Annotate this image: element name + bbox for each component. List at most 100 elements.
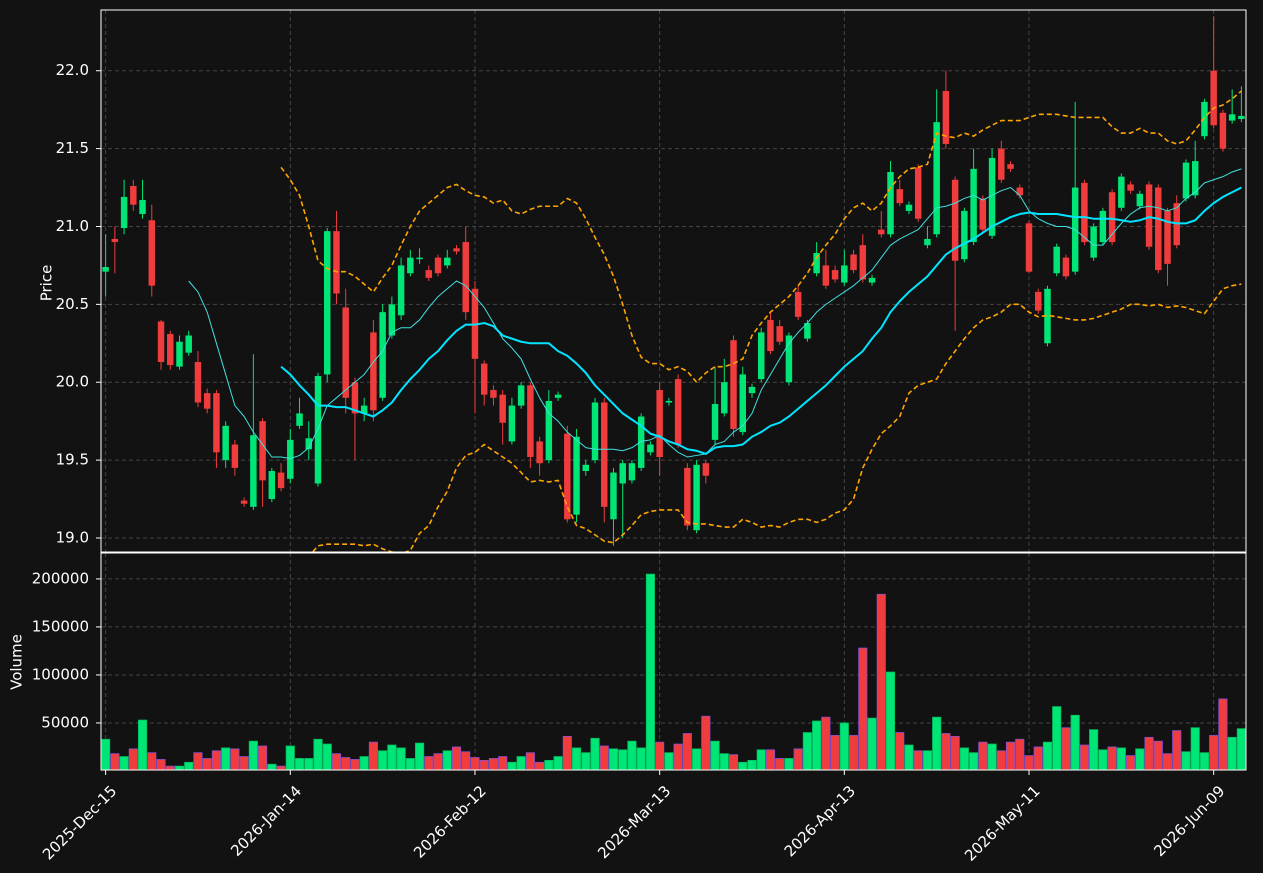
volume-bar (1098, 749, 1108, 771)
volume-bar (655, 741, 665, 771)
volume-bar (941, 733, 951, 771)
candle-body (721, 382, 728, 414)
candle-body (102, 266, 109, 272)
candle-body (610, 472, 617, 520)
volume-bar (867, 717, 877, 771)
volume-bar (1236, 728, 1246, 771)
volume-bar (1015, 738, 1025, 771)
volume-bar (682, 733, 692, 771)
volume-bar (516, 756, 526, 771)
volume-bar (590, 737, 600, 771)
candle-body (277, 472, 285, 489)
candle-body (711, 404, 719, 440)
candle-body (619, 463, 626, 484)
volume-bar (433, 753, 443, 771)
candle-body (924, 238, 931, 246)
volume-bar (849, 735, 859, 771)
volume-bar (996, 750, 1006, 771)
volume-bar (922, 750, 932, 771)
volume-bar (692, 748, 702, 771)
candle-body (222, 425, 229, 461)
candle-body (850, 254, 857, 271)
candle-body (1210, 70, 1217, 126)
candle-body (333, 231, 340, 294)
candle-body (1035, 291, 1042, 311)
volume-bar (267, 763, 277, 771)
candle-body (739, 374, 746, 433)
candle-body (970, 168, 977, 243)
volume-bar (285, 745, 295, 771)
candle-body (379, 312, 386, 398)
candle-body (647, 444, 654, 453)
volume-bar (147, 752, 157, 771)
candle-body (407, 257, 414, 274)
candle-body (684, 467, 691, 526)
volume-bar (498, 756, 508, 771)
candle-body (287, 439, 294, 479)
volume-bar (645, 573, 655, 771)
volume-tick-label: 100000 (32, 665, 89, 683)
volume-bar (728, 754, 739, 771)
candle-body (323, 231, 331, 375)
candle-body (120, 196, 128, 229)
candle-body (582, 464, 590, 472)
volume-bar (913, 750, 923, 771)
volume-bar (193, 752, 203, 771)
candle-body (868, 277, 876, 283)
candle-body (573, 436, 580, 515)
volume-bar (239, 756, 249, 771)
candle-body (517, 385, 525, 406)
volume-bar (174, 765, 185, 771)
volume-bar (571, 747, 582, 771)
candle-body (508, 405, 516, 442)
volume-bar (673, 743, 683, 771)
volume-bar (738, 761, 748, 771)
candle-body (1127, 184, 1134, 191)
candle-body (444, 257, 451, 266)
volume-bar (1144, 736, 1154, 771)
moving-average-line (280, 186, 1242, 455)
volume-bar (959, 747, 969, 771)
volume-bar (110, 753, 120, 771)
volume-tick-label: 50000 (41, 713, 89, 731)
candle-body (1136, 193, 1144, 207)
candle-body (951, 179, 959, 261)
volume-bar (710, 740, 720, 771)
candle-body (1155, 187, 1162, 271)
candle-body (831, 270, 839, 280)
volume-bar (1126, 755, 1136, 771)
volume-bar (424, 756, 434, 771)
volume-bar (793, 748, 803, 771)
volume-axis-label: Volume (8, 634, 26, 690)
volume-bar (221, 747, 231, 771)
volume-bar (442, 750, 452, 771)
candle-body (250, 435, 257, 507)
candle-body (388, 304, 396, 336)
volume-bar (525, 752, 535, 771)
volume-bar (230, 748, 240, 771)
candle-body (1164, 210, 1171, 264)
volume-bar (1005, 741, 1016, 771)
candle-body (1182, 162, 1190, 199)
volume-bar (553, 756, 563, 771)
candle-body (1007, 164, 1014, 169)
candle-body (268, 471, 276, 500)
volume-bar (128, 748, 138, 771)
candle-body (1025, 223, 1033, 272)
volume-bar (987, 743, 997, 771)
volume-bar (1162, 753, 1173, 771)
volume-bar (802, 732, 812, 771)
volume-bar (562, 735, 572, 771)
y-tick-label: 21.0 (56, 217, 89, 235)
volume-bar (756, 749, 766, 771)
y-tick-label: 19.5 (56, 451, 89, 469)
volume-bar (405, 758, 415, 771)
volume-bar (1107, 746, 1117, 771)
candle-body (453, 248, 460, 252)
volume-bar (488, 758, 498, 771)
y-tick-label: 22.0 (56, 61, 89, 79)
overlays (188, 90, 1242, 552)
price-panel-frame (100, 9, 1247, 553)
volume-bar (451, 746, 462, 771)
